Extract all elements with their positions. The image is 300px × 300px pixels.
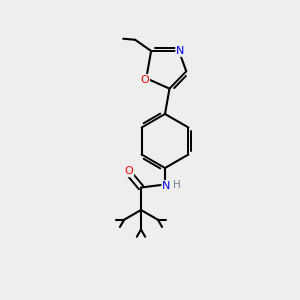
Text: N: N — [162, 181, 171, 191]
Text: H: H — [172, 179, 180, 190]
Text: O: O — [124, 166, 133, 176]
Text: O: O — [140, 75, 149, 85]
Text: N: N — [176, 46, 184, 56]
